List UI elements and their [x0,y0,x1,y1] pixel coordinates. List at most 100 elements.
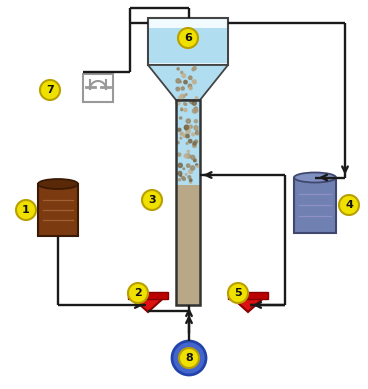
Circle shape [189,125,192,128]
Circle shape [184,103,185,105]
Circle shape [183,168,185,170]
Text: 1: 1 [22,205,30,215]
Circle shape [192,68,195,71]
Circle shape [194,140,198,143]
Circle shape [181,108,183,110]
Circle shape [183,134,187,137]
Circle shape [194,107,198,110]
Circle shape [190,181,192,183]
Circle shape [190,87,192,89]
Circle shape [194,109,198,112]
Circle shape [184,154,188,158]
Circle shape [176,101,180,105]
Circle shape [197,166,198,167]
Circle shape [185,103,187,105]
Circle shape [194,120,198,123]
Circle shape [182,74,186,77]
Bar [176,185,200,305]
Circle shape [339,195,359,215]
Circle shape [178,128,181,131]
Polygon shape [148,65,228,100]
Circle shape [178,153,181,156]
Circle shape [191,166,195,170]
Polygon shape [228,294,268,312]
Circle shape [193,142,196,145]
Circle shape [186,119,190,123]
Circle shape [179,81,181,83]
Circle shape [195,97,198,99]
Bar [128,292,168,299]
Circle shape [178,179,181,181]
Circle shape [194,159,196,162]
Circle shape [185,94,187,95]
Ellipse shape [294,172,336,182]
Circle shape [176,87,180,91]
Bar [148,18,228,65]
Circle shape [196,164,198,166]
Polygon shape [128,294,168,312]
Bar [294,177,336,233]
Circle shape [177,142,179,144]
Bar [176,100,200,305]
Circle shape [182,95,185,98]
Circle shape [184,125,189,130]
Circle shape [186,142,188,144]
Circle shape [187,164,190,167]
Circle shape [190,179,192,181]
Circle shape [192,144,196,147]
Circle shape [186,134,189,138]
Circle shape [189,170,192,173]
Circle shape [196,132,199,135]
Circle shape [228,283,248,303]
Circle shape [181,71,183,74]
Bar [83,74,113,102]
Circle shape [187,150,190,152]
Circle shape [180,137,182,139]
Circle shape [182,177,185,179]
Circle shape [142,190,162,210]
Circle shape [176,79,180,83]
Circle shape [192,109,197,113]
Circle shape [183,177,185,180]
Circle shape [178,172,182,175]
Text: 7: 7 [46,85,54,95]
Circle shape [188,76,192,79]
Circle shape [181,94,183,97]
Circle shape [185,173,187,175]
Text: 6: 6 [184,33,192,43]
Circle shape [181,109,183,110]
Circle shape [178,28,198,48]
Circle shape [193,81,196,84]
Circle shape [191,155,195,159]
Circle shape [180,175,181,177]
Circle shape [196,130,198,132]
Text: 8: 8 [185,353,193,363]
Circle shape [186,129,190,133]
Circle shape [178,163,183,168]
Text: 2: 2 [134,288,142,298]
Circle shape [179,96,183,100]
Text: 3: 3 [148,195,156,205]
Circle shape [186,125,190,130]
Circle shape [190,100,194,104]
Circle shape [128,283,148,303]
Circle shape [195,132,198,134]
Bar [38,184,78,236]
Circle shape [172,341,206,375]
Circle shape [184,109,187,112]
Circle shape [40,80,60,100]
Circle shape [193,67,196,70]
Circle shape [181,133,183,135]
Circle shape [188,139,192,143]
Circle shape [188,176,191,179]
Circle shape [180,117,182,119]
Circle shape [16,200,36,220]
Circle shape [192,80,196,84]
Circle shape [177,68,179,70]
Ellipse shape [38,179,78,189]
Circle shape [192,133,195,136]
Text: 4: 4 [345,200,353,210]
Circle shape [184,81,187,84]
Circle shape [188,84,192,88]
Text: 5: 5 [234,288,242,298]
